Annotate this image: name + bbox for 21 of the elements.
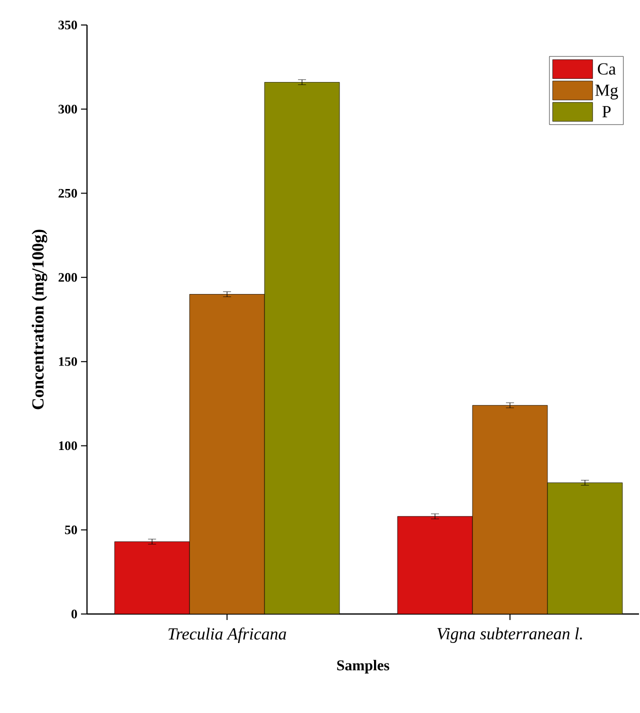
bar bbox=[398, 516, 473, 614]
bar bbox=[547, 482, 623, 614]
y-tick-label: 50 bbox=[65, 525, 78, 534]
x-tick-label: Treculia Africana bbox=[168, 628, 286, 644]
x-tick-label: Vigna subterranean l. bbox=[438, 628, 582, 643]
legend-label: P bbox=[602, 106, 611, 118]
y-tick-label: 150 bbox=[59, 357, 78, 366]
y-tick-label: 300 bbox=[58, 104, 78, 114]
legend-label: Ca bbox=[598, 63, 616, 75]
bar bbox=[114, 541, 190, 614]
bar bbox=[472, 405, 548, 614]
y-tick-label: 0 bbox=[72, 610, 78, 618]
bar bbox=[264, 82, 340, 614]
y-tick-label: 250 bbox=[58, 188, 78, 198]
y-tick-label: 100 bbox=[59, 441, 78, 450]
y-axis-title: Concentration (mg/100g) bbox=[32, 230, 48, 410]
y-tick-label: 350 bbox=[58, 20, 78, 30]
legend-label: Mg bbox=[596, 84, 618, 100]
x-axis-title: Samples bbox=[337, 660, 390, 674]
y-tick-label: 200 bbox=[58, 273, 78, 282]
bar bbox=[190, 294, 265, 614]
